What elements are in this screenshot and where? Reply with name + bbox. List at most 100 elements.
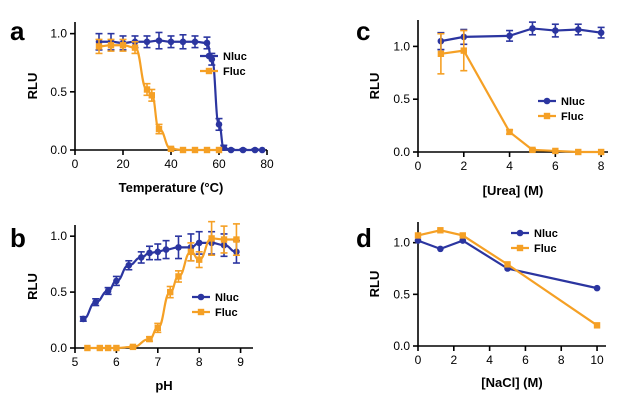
x-tick-label: 4	[506, 159, 513, 173]
data-point-fluc	[84, 344, 91, 352]
data-point-nluc	[437, 245, 444, 253]
y-tick-label: 0.0	[393, 145, 410, 159]
x-tick-label: 0	[72, 157, 79, 171]
y-tick-label: 0.0	[50, 143, 67, 157]
data-point-nluc	[251, 146, 259, 154]
data-point-fluc	[506, 128, 513, 136]
data-point-nluc	[154, 248, 162, 256]
x-tick-label: 40	[164, 157, 178, 171]
legend-marker	[516, 244, 524, 252]
data-point-nluc	[215, 121, 223, 128]
y-tick-label: 0.5	[50, 285, 67, 299]
data-point-nluc	[506, 32, 513, 40]
data-point-nluc	[227, 146, 235, 154]
series-fluc	[437, 29, 605, 156]
data-point-fluc	[131, 44, 139, 51]
legend-label: Nluc	[561, 96, 585, 108]
x-tick-label: 80	[260, 157, 274, 171]
data-point-nluc	[92, 298, 99, 306]
data-point-fluc	[437, 50, 445, 57]
legend-label: Fluc	[561, 111, 584, 123]
data-point-fluc	[119, 42, 127, 49]
series-nluc	[414, 237, 601, 292]
panel-d: d 0 2 4 6 8 10 0.0 0.5 1.0 [NaCl] (M) RLU Nluc Fluc	[356, 222, 606, 390]
data-point-fluc	[414, 232, 422, 239]
panel-b: b 5 6 7 8 9 0.0 0.5 1.0 pH RLU Nluc Fluc	[10, 220, 253, 393]
legend-label: Nluc	[534, 228, 558, 240]
data-point-fluc	[187, 248, 195, 256]
data-point-fluc	[220, 236, 228, 243]
series-fluc	[84, 220, 240, 352]
y-tick-label: 0.0	[50, 341, 67, 355]
x-tick-label: 8	[558, 353, 565, 367]
legend-marker	[197, 293, 205, 301]
x-tick-label: 60	[212, 157, 226, 171]
data-point-fluc	[146, 335, 153, 343]
data-point-fluc	[95, 43, 103, 50]
legend-marker	[516, 229, 524, 237]
data-point-fluc	[437, 227, 444, 234]
data-point-nluc	[552, 27, 559, 34]
x-tick-label: 20	[116, 157, 130, 171]
x-tick-label: 6	[522, 353, 529, 367]
y-axis-label: RLU	[367, 271, 382, 298]
data-point-nluc	[574, 26, 582, 33]
data-point-nluc	[459, 237, 467, 244]
data-point-fluc	[195, 256, 203, 263]
data-point-nluc	[175, 244, 182, 251]
data-point-nluc	[79, 315, 87, 323]
y-axis-label: RLU	[25, 273, 40, 300]
x-tick-label: 8	[598, 159, 605, 173]
y-axis-label: RLU	[25, 73, 40, 100]
panel-letter: c	[356, 16, 370, 46]
x-axis-label: [NaCl] (M)	[481, 375, 542, 390]
data-point-fluc	[575, 148, 582, 156]
legend-marker	[205, 67, 213, 75]
x-axis-label: [Urea] (M)	[483, 183, 544, 198]
x-axis-label: pH	[155, 378, 172, 393]
data-point-fluc	[167, 288, 174, 296]
data-point-nluc	[137, 254, 145, 261]
data-point-fluc	[460, 47, 467, 54]
data-point-nluc	[203, 39, 211, 47]
data-point-fluc	[233, 236, 240, 243]
data-point-nluc	[239, 146, 247, 154]
data-point-fluc	[113, 344, 120, 352]
y-tick-label: 0.0	[393, 339, 410, 353]
legend-label: Fluc	[534, 243, 557, 255]
data-point-fluc	[459, 232, 466, 239]
data-point-fluc	[593, 322, 601, 329]
data-point-fluc	[148, 92, 155, 99]
data-point-nluc	[529, 25, 536, 32]
legend: Nluc Fluc	[538, 96, 585, 123]
series-line-fluc	[417, 229, 598, 327]
data-point-fluc	[107, 42, 115, 49]
legend-label: Fluc	[215, 307, 238, 319]
x-tick-label: 4	[486, 353, 493, 367]
data-point-fluc	[203, 146, 211, 154]
data-point-nluc	[167, 38, 175, 46]
y-axis-label: RLU	[367, 73, 382, 100]
data-point-nluc	[191, 38, 199, 46]
data-point-fluc	[129, 343, 137, 351]
data-point-nluc	[146, 249, 153, 257]
data-point-nluc	[162, 246, 170, 253]
data-point-fluc	[96, 344, 104, 352]
data-point-fluc	[504, 261, 511, 268]
legend-marker	[205, 52, 213, 60]
panel-a: a 0 20 40 60 80 0.0 0.5 1.0 Temperature (°C) RLU Nl…	[10, 16, 274, 195]
y-tick-label: 0.5	[50, 85, 67, 99]
data-point-fluc	[215, 146, 223, 154]
data-point-fluc	[529, 146, 536, 154]
panel-c: c 0 2 4 6 8 0.0 0.5 1.0 [Urea] (M) RLU Nluc Fluc	[356, 16, 608, 198]
data-point-nluc	[155, 37, 163, 44]
x-tick-label: 6	[552, 159, 559, 173]
data-point-nluc	[104, 287, 112, 295]
x-axis-label: Temperature (°C)	[119, 180, 224, 195]
y-tick-label: 1.0	[50, 27, 67, 41]
data-point-fluc	[154, 324, 161, 332]
legend-marker	[543, 112, 551, 120]
data-point-fluc	[175, 273, 182, 280]
x-tick-label: 2	[450, 353, 457, 367]
